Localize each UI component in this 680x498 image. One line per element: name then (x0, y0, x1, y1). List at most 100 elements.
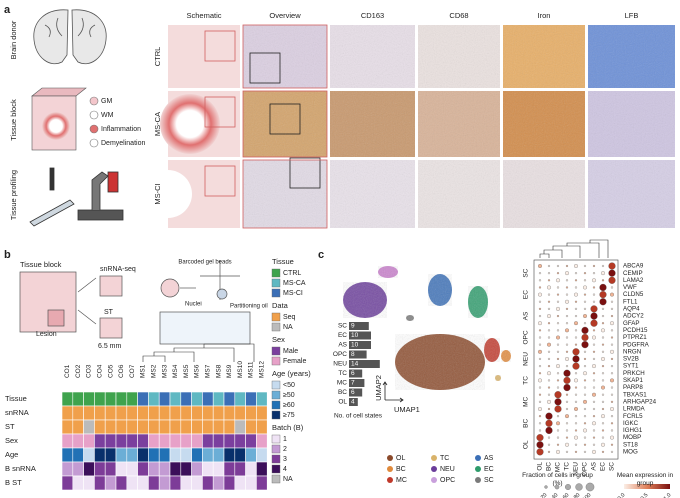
legend-label: SC (484, 477, 494, 484)
annotation-cell (115, 419, 128, 435)
dot (601, 271, 605, 276)
annotation-cell (245, 419, 257, 435)
annotation-cell (115, 391, 128, 407)
annotation-cell (191, 405, 203, 421)
column-header: Overview (269, 11, 301, 20)
column-label: EC (600, 462, 607, 471)
gene-label: FCRL5 (623, 413, 643, 420)
bar (349, 388, 363, 397)
annotation-cell (234, 405, 246, 421)
annotation-cell (72, 433, 84, 449)
column-header: CD68 (449, 11, 468, 20)
legend-label: BC (396, 466, 406, 473)
row-label: Age (5, 450, 18, 459)
panel-label: a (4, 4, 11, 16)
annotation-cell (104, 461, 117, 477)
dot (547, 450, 551, 453)
legend-swatch (387, 477, 393, 483)
dot (565, 314, 569, 318)
dot (538, 422, 542, 425)
annotation-cell (72, 419, 84, 435)
overview-frame (242, 24, 328, 89)
annotation-cell (256, 419, 268, 435)
annotation-cell (245, 433, 257, 449)
annotation-cell (94, 447, 106, 463)
legend-label: NA (283, 476, 293, 483)
dot (554, 398, 562, 406)
annotation-cell (126, 419, 138, 435)
annotation-cell (83, 461, 95, 477)
annotation-cell (169, 405, 182, 421)
dot (583, 307, 587, 310)
dot (538, 336, 542, 339)
annotation-cell (94, 391, 106, 407)
annotation-cell (115, 447, 128, 463)
legend-swatch (271, 268, 281, 278)
annotation-cell (61, 419, 74, 435)
bar-category: MC (337, 380, 347, 387)
legend-swatch (431, 455, 437, 461)
row-label: B snRNA (5, 464, 36, 473)
dot (556, 372, 560, 375)
dot (547, 350, 551, 353)
dot (610, 372, 614, 375)
annotation-cell (256, 461, 268, 477)
annotation-cell (137, 461, 149, 477)
dot (601, 307, 605, 310)
dot (538, 407, 542, 411)
dot (565, 322, 569, 325)
legend-label: Inflammation (101, 126, 141, 133)
annotation-cell (137, 419, 149, 435)
dot (565, 393, 569, 396)
column-label: NEU (573, 462, 580, 476)
dot (601, 264, 605, 268)
dot (547, 264, 551, 268)
size-legend-tick: 20 (540, 492, 549, 498)
dot (556, 322, 560, 325)
legend-label: MC (396, 477, 407, 484)
legend-label: NEU (440, 466, 455, 473)
legend-label: 3 (283, 456, 287, 463)
sample-label: MS4 (172, 364, 179, 378)
dot (556, 329, 560, 332)
dot (574, 272, 578, 275)
dot (547, 365, 551, 368)
dot (536, 448, 544, 456)
image-texture (588, 160, 675, 228)
dot (583, 357, 587, 361)
dot (574, 407, 578, 411)
sample-label: MS6 (194, 364, 201, 378)
annotation-cell (137, 447, 149, 463)
dot (547, 357, 551, 361)
annotation-cell (104, 433, 117, 449)
dot (565, 365, 569, 368)
legend-swatch (475, 477, 481, 483)
bar (349, 369, 363, 378)
annotation-cell (234, 475, 246, 491)
bar-category: OPC (333, 351, 347, 358)
dot (538, 329, 542, 332)
annotation-cell (83, 475, 95, 491)
annotation-cell (148, 447, 160, 463)
legend-swatch (387, 466, 393, 472)
dot (592, 364, 596, 369)
gene-label: VWF (623, 284, 637, 291)
dot (565, 442, 569, 447)
dot (565, 307, 569, 310)
dot (545, 426, 553, 435)
schematic-label: Nuclei (185, 302, 202, 308)
annotation-cell (158, 419, 171, 435)
dot (556, 357, 560, 361)
dot (565, 286, 569, 289)
annotation-cell (94, 419, 106, 435)
annotation-cell (223, 433, 236, 449)
dot (581, 341, 589, 349)
dot (583, 279, 587, 282)
legend-title: Tissue (272, 257, 294, 266)
dot (547, 407, 551, 411)
roi-box (249, 52, 281, 84)
dot (583, 428, 587, 433)
annotation-cell (191, 391, 203, 407)
sample-label: CO7 (129, 364, 136, 378)
